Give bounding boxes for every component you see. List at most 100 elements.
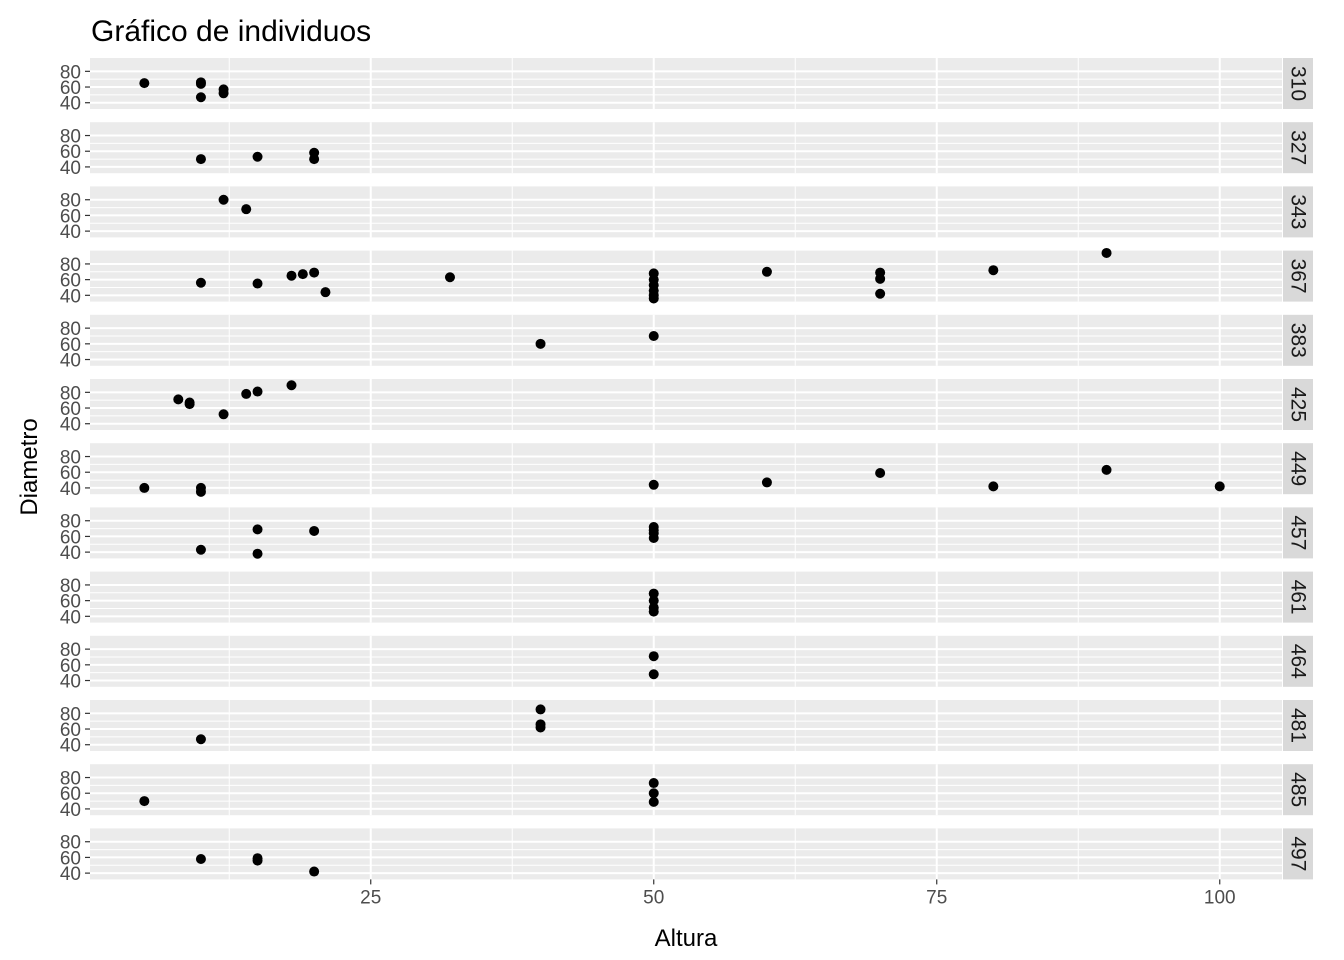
x-tick-label: 50 <box>643 887 664 908</box>
data-point <box>535 338 546 349</box>
x-tick-label: 100 <box>1204 887 1236 908</box>
y-tick-label: 80 <box>60 512 81 533</box>
data-point <box>218 88 229 99</box>
data-point <box>648 669 659 680</box>
facet-strip <box>1283 635 1313 687</box>
data-point <box>988 265 999 276</box>
data-point <box>241 388 252 399</box>
facet-strip-label: 383 <box>1287 323 1310 358</box>
data-point <box>988 481 999 492</box>
data-point <box>875 273 886 284</box>
y-tick-label: 80 <box>60 255 81 276</box>
data-point <box>309 154 320 165</box>
data-point <box>309 525 320 536</box>
data-point <box>1101 464 1112 475</box>
data-point <box>252 278 263 289</box>
panel-background <box>90 571 1282 623</box>
panel-background <box>90 635 1282 687</box>
data-point <box>309 267 320 278</box>
y-tick-label: 40 <box>60 543 81 564</box>
data-point <box>648 595 659 606</box>
data-point <box>320 287 331 298</box>
data-point <box>139 482 150 493</box>
y-tick-label: 80 <box>60 704 81 725</box>
data-point <box>1101 247 1112 258</box>
facet-strip <box>1283 443 1313 495</box>
y-tick-label: 40 <box>60 479 81 500</box>
data-point <box>252 151 263 162</box>
y-tick-label: 40 <box>60 864 81 885</box>
y-tick-label: 60 <box>60 784 81 805</box>
panel-background <box>90 507 1282 559</box>
y-tick-label: 80 <box>60 319 81 340</box>
y-tick-label: 40 <box>60 800 81 821</box>
x-axis-title: Altura <box>655 925 718 952</box>
facet-strip <box>1283 700 1313 751</box>
y-tick-label: 80 <box>60 127 81 148</box>
facet-strip-label: 367 <box>1287 259 1310 294</box>
data-point <box>648 533 659 543</box>
panel-background <box>90 828 1282 880</box>
y-tick-label: 40 <box>60 415 81 436</box>
data-point <box>648 606 659 617</box>
data-point <box>195 78 206 89</box>
x-axis: 25 50 75 100 <box>360 879 1236 908</box>
data-point <box>648 330 659 341</box>
y-tick-label: 60 <box>60 399 81 420</box>
facet-strip-label: 327 <box>1287 130 1310 165</box>
facet-strip <box>1283 828 1313 880</box>
data-point <box>173 394 184 405</box>
facet-strip <box>1283 507 1313 559</box>
facet-strip <box>1283 571 1313 623</box>
facet-strip <box>1283 58 1313 109</box>
panel-background <box>90 58 1282 109</box>
facet-strip <box>1283 314 1313 366</box>
y-tick-label: 80 <box>60 191 81 212</box>
facet-strip <box>1283 250 1313 302</box>
facet-strip <box>1283 764 1313 816</box>
facet-strip-label: 457 <box>1287 515 1310 550</box>
y-tick-label: 40 <box>60 94 81 115</box>
data-point <box>648 479 659 490</box>
data-point <box>535 704 546 715</box>
x-tick-label: 75 <box>926 887 947 908</box>
panel-background <box>90 250 1282 302</box>
y-tick-label: 60 <box>60 78 81 99</box>
y-tick-label: 60 <box>60 271 81 292</box>
y-tick-label: 60 <box>60 720 81 741</box>
y-tick-label: 80 <box>60 448 81 469</box>
data-point <box>139 796 150 807</box>
facet-strip-label: 481 <box>1287 708 1310 743</box>
data-point <box>535 722 546 733</box>
y-tick-label: 60 <box>60 592 81 613</box>
facet-strip-label: 464 <box>1287 644 1310 679</box>
data-point <box>195 544 206 555</box>
data-point <box>252 855 263 866</box>
data-point <box>648 651 659 662</box>
facet-strip-label: 485 <box>1287 772 1310 807</box>
panel-background <box>90 122 1282 174</box>
x-tick-label: 25 <box>360 887 381 908</box>
facet-strip-label: 425 <box>1287 387 1310 422</box>
data-point <box>1214 481 1225 492</box>
facet-strip <box>1283 186 1313 238</box>
data-point <box>875 468 886 479</box>
facet-strip <box>1283 122 1313 174</box>
facet-strip-label: 497 <box>1287 836 1310 871</box>
y-axis-title: Diametro <box>16 418 43 515</box>
panel-background <box>90 379 1282 430</box>
data-point <box>195 854 206 864</box>
data-point <box>297 269 308 280</box>
chart-title: Gráfico de individuos <box>91 15 371 48</box>
data-point <box>286 270 297 281</box>
